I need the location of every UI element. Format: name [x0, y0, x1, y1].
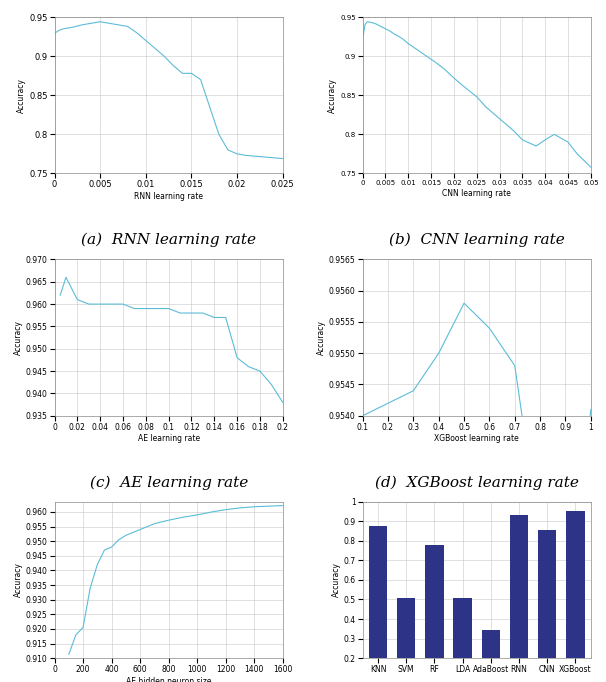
- Y-axis label: Accuracy: Accuracy: [14, 320, 23, 355]
- Text: (d)  XGBoost learning rate: (d) XGBoost learning rate: [375, 475, 579, 490]
- Bar: [425, 545, 444, 682]
- Y-axis label: Accuracy: Accuracy: [332, 563, 341, 597]
- X-axis label: AE hidden neuron size: AE hidden neuron size: [126, 677, 211, 682]
- Bar: [510, 516, 528, 682]
- X-axis label: XGBoost learning rate: XGBoost learning rate: [435, 434, 519, 443]
- Y-axis label: Accuracy: Accuracy: [317, 320, 326, 355]
- Bar: [482, 629, 500, 682]
- Y-axis label: Accuracy: Accuracy: [14, 563, 23, 597]
- Bar: [566, 511, 585, 682]
- Text: (b)  CNN learning rate: (b) CNN learning rate: [389, 233, 565, 247]
- Text: (c)  AE learning rate: (c) AE learning rate: [90, 475, 248, 490]
- Text: (a)  RNN learning rate: (a) RNN learning rate: [81, 233, 256, 247]
- Bar: [538, 529, 556, 682]
- Y-axis label: Accuracy: Accuracy: [328, 78, 338, 113]
- X-axis label: AE learning rate: AE learning rate: [138, 434, 200, 443]
- X-axis label: CNN learning rate: CNN learning rate: [442, 189, 511, 198]
- Bar: [369, 526, 387, 682]
- Bar: [397, 597, 416, 682]
- X-axis label: RNN learning rate: RNN learning rate: [134, 192, 203, 201]
- Y-axis label: Accuracy: Accuracy: [18, 78, 26, 113]
- Bar: [453, 597, 472, 682]
